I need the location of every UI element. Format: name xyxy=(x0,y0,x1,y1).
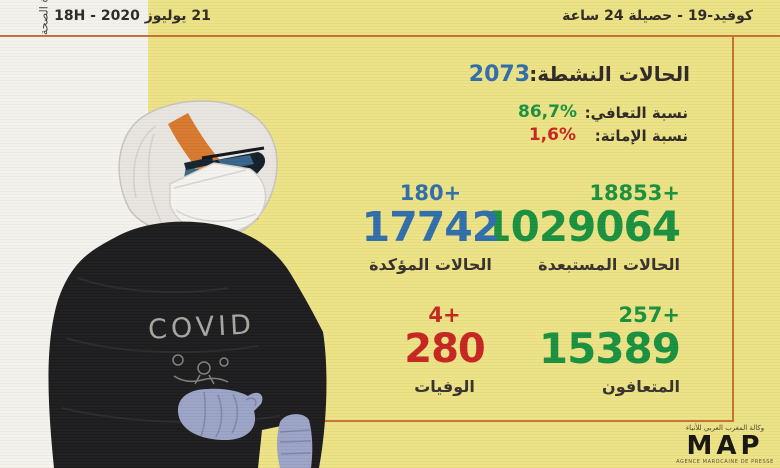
goggles-temple-arm xyxy=(184,157,214,170)
stat-confirmed-value: 17742 xyxy=(361,203,501,251)
active-cases-value: 2073 xyxy=(468,62,530,87)
ppe-worker-illustration: COVID xyxy=(48,100,327,468)
logo-subtitle: AGENCE MAROCAINE DE PRESSE xyxy=(676,459,774,465)
shirt-covid-text: COVID xyxy=(147,309,255,346)
header-title: كوفيد-19 - حصيلة 24 ساعة xyxy=(562,8,753,24)
stat-excluded-cases: +18853 1029064 الحالات المستبعدة xyxy=(470,181,681,276)
chalk-doodle xyxy=(172,354,229,385)
stat-excluded-delta: +18853 xyxy=(589,181,680,205)
stat-recovered-cases: +257 15389 المتعافون xyxy=(470,303,681,398)
right-frame-line xyxy=(732,35,734,422)
recovery-rate-label: نسبة التعافي: xyxy=(584,104,688,122)
logo-arabic-name: وكالة المغرب العربي للأنباء xyxy=(685,424,765,432)
stat-recovered-value: 15389 xyxy=(538,324,681,373)
stat-deaths-value: 280 xyxy=(404,326,486,372)
stat-confirmed-label: الحالات المؤكدة xyxy=(369,255,492,274)
fatality-rate-value: 1,6% xyxy=(528,125,576,145)
stat-deaths: +4 280 الوفيات xyxy=(352,303,537,398)
stat-deaths-delta: +4 xyxy=(428,303,461,327)
logo-acronym: MAP xyxy=(686,431,764,461)
active-cases-label: الحالات النشطة: xyxy=(529,62,690,86)
stat-excluded-value: 1029064 xyxy=(482,202,681,251)
stat-recovered-delta: +257 xyxy=(618,303,680,327)
top-divider-line xyxy=(0,35,780,37)
stat-deaths-label: الوفيات xyxy=(414,377,475,396)
stat-confirmed-delta: +180 xyxy=(399,181,462,205)
header-date: 21 يوليوز 2020 - 18H xyxy=(54,8,211,24)
stat-confirmed-cases: +180 17742 الحالات المؤكدة xyxy=(338,181,523,276)
recovery-rate-value: 86,7% xyxy=(518,102,577,122)
bottom-frame-line xyxy=(296,420,734,422)
stat-recovered-label: المتعافون xyxy=(602,377,680,396)
stat-excluded-label: الحالات المستبعدة xyxy=(538,255,680,274)
glove-belly-hand xyxy=(177,388,263,441)
fatality-rate-label: نسبة الإماتة: xyxy=(594,127,688,145)
map-agency-logo: وكالة المغرب العربي للأنباء MAP AGENCE M… xyxy=(675,424,775,466)
